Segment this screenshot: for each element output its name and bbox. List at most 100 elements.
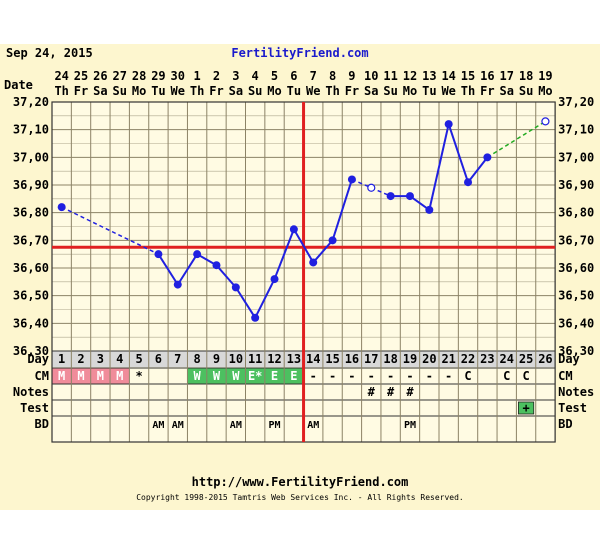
days-cell: 4: [116, 352, 123, 366]
cm-cell: M: [58, 369, 65, 383]
weekday-tick: Fr: [209, 84, 223, 98]
y-tick-right: 36,90: [558, 178, 594, 192]
cm-cell: C: [464, 369, 471, 383]
days-cell: 25: [519, 352, 533, 366]
temp-line: [273, 228, 295, 280]
days-cell: 18: [383, 352, 397, 366]
bd-row-label-left: BD: [35, 417, 49, 431]
days-cell: 1: [58, 352, 65, 366]
date-tick: 5: [271, 69, 278, 83]
temp-point: [231, 283, 240, 292]
footer-copyright: Copyright 1998-2015 Tamtris Web Services…: [136, 493, 464, 502]
date-tick: 14: [441, 69, 455, 83]
temp-line: [331, 179, 353, 241]
cm-cell-fill: [206, 368, 227, 384]
temp-point: [464, 178, 473, 187]
days-cell: 11: [248, 352, 262, 366]
y-tick-right: 37,00: [558, 150, 594, 164]
temp-point: [444, 120, 453, 129]
y-tick-left: 37,00: [13, 150, 49, 164]
temp-point: [425, 205, 434, 214]
cm-cell: W: [232, 369, 240, 383]
notes-cell: #: [406, 385, 414, 399]
date-tick: 27: [112, 69, 126, 83]
days-cell: 6: [155, 352, 162, 366]
cm-cell: E: [271, 369, 278, 383]
cm-cell: E*: [248, 369, 262, 383]
y-tick-right: 36,30: [558, 344, 594, 358]
site-name: FertilityFriend.com: [231, 46, 368, 60]
date-tick: 6: [290, 69, 297, 83]
days-cell: 3: [97, 352, 104, 366]
cm-row-label-right: CM: [558, 369, 572, 383]
date-tick: 29: [151, 69, 165, 83]
days-row-label-right: Day: [558, 352, 580, 366]
date-tick: 7: [310, 69, 317, 83]
y-tick-right: 36,40: [558, 316, 594, 330]
days-cell: 21: [441, 352, 455, 366]
y-tick-left: 37,20: [13, 95, 49, 109]
y-tick-right: 36,70: [558, 233, 594, 247]
weekday-tick: Mo: [132, 84, 146, 98]
cm-cell-fill: [187, 368, 207, 384]
days-cell: 20: [422, 352, 436, 366]
days-cell: 10: [229, 352, 243, 366]
test-row-label-left: Test: [20, 401, 49, 415]
date-tick: 18: [519, 69, 533, 83]
cm-cell-fill: [52, 368, 72, 384]
cm-cell: M: [77, 369, 84, 383]
date-tick: 8: [329, 69, 336, 83]
days-cell: 2: [77, 352, 84, 366]
temp-line: [176, 253, 198, 286]
temp-line: [428, 123, 450, 211]
days-cell: 26: [538, 352, 552, 366]
temp-point: [405, 192, 414, 201]
days-cell: 17: [364, 352, 378, 366]
y-tick-right: 36,50: [558, 289, 594, 303]
y-tick-right: 37,10: [558, 123, 594, 137]
weekday-tick: Th: [325, 84, 339, 98]
bd-cell: PM: [269, 420, 281, 431]
days-cell: 9: [213, 352, 220, 366]
date-tick: 26: [93, 69, 107, 83]
test-row-label-right: Test: [558, 401, 587, 415]
days-cell: 23: [480, 352, 494, 366]
notes-row-label-right: Notes: [558, 385, 594, 399]
days-cell: 24: [499, 352, 513, 366]
date-tick: 2: [213, 69, 220, 83]
cm-cell: W: [194, 369, 202, 383]
y-tick-left: 36,80: [13, 206, 49, 220]
cm-cell: C: [522, 369, 529, 383]
days-cell: 15: [325, 352, 339, 366]
days-cell: 22: [461, 352, 475, 366]
temp-point: [212, 261, 221, 270]
weekday-tick: Sa: [93, 84, 107, 98]
weekday-tick: Th: [461, 84, 475, 98]
date-tick: 3: [232, 69, 239, 83]
weekday-tick: We: [171, 84, 185, 98]
temp-point: [193, 250, 202, 259]
date-tick: 12: [403, 69, 417, 83]
temp-point: [347, 175, 356, 184]
temp-line-gap: [61, 206, 159, 255]
weekday-tick: Su: [112, 84, 126, 98]
cm-cell-fill: [226, 368, 246, 384]
temp-point: [328, 236, 337, 245]
cm-cell: W: [213, 369, 221, 383]
weekday-tick: Fr: [480, 84, 494, 98]
weekday-tick: Mo: [538, 84, 552, 98]
cm-cell: -: [310, 369, 317, 383]
date-tick: 10: [364, 69, 378, 83]
y-tick-right: 36,60: [558, 261, 594, 275]
date-tick: 9: [348, 69, 355, 83]
cm-cell-fill: [245, 368, 265, 384]
y-tick-left: 36,60: [13, 261, 49, 275]
date-tick: 16: [480, 69, 494, 83]
days-cell: 8: [194, 352, 201, 366]
cm-cell: -: [329, 369, 336, 383]
bd-cell: AM: [172, 420, 184, 431]
temp-line: [215, 264, 237, 289]
cm-cell-fill: [71, 368, 91, 384]
cm-cell: *: [135, 369, 142, 383]
cm-cell: -: [348, 369, 355, 383]
